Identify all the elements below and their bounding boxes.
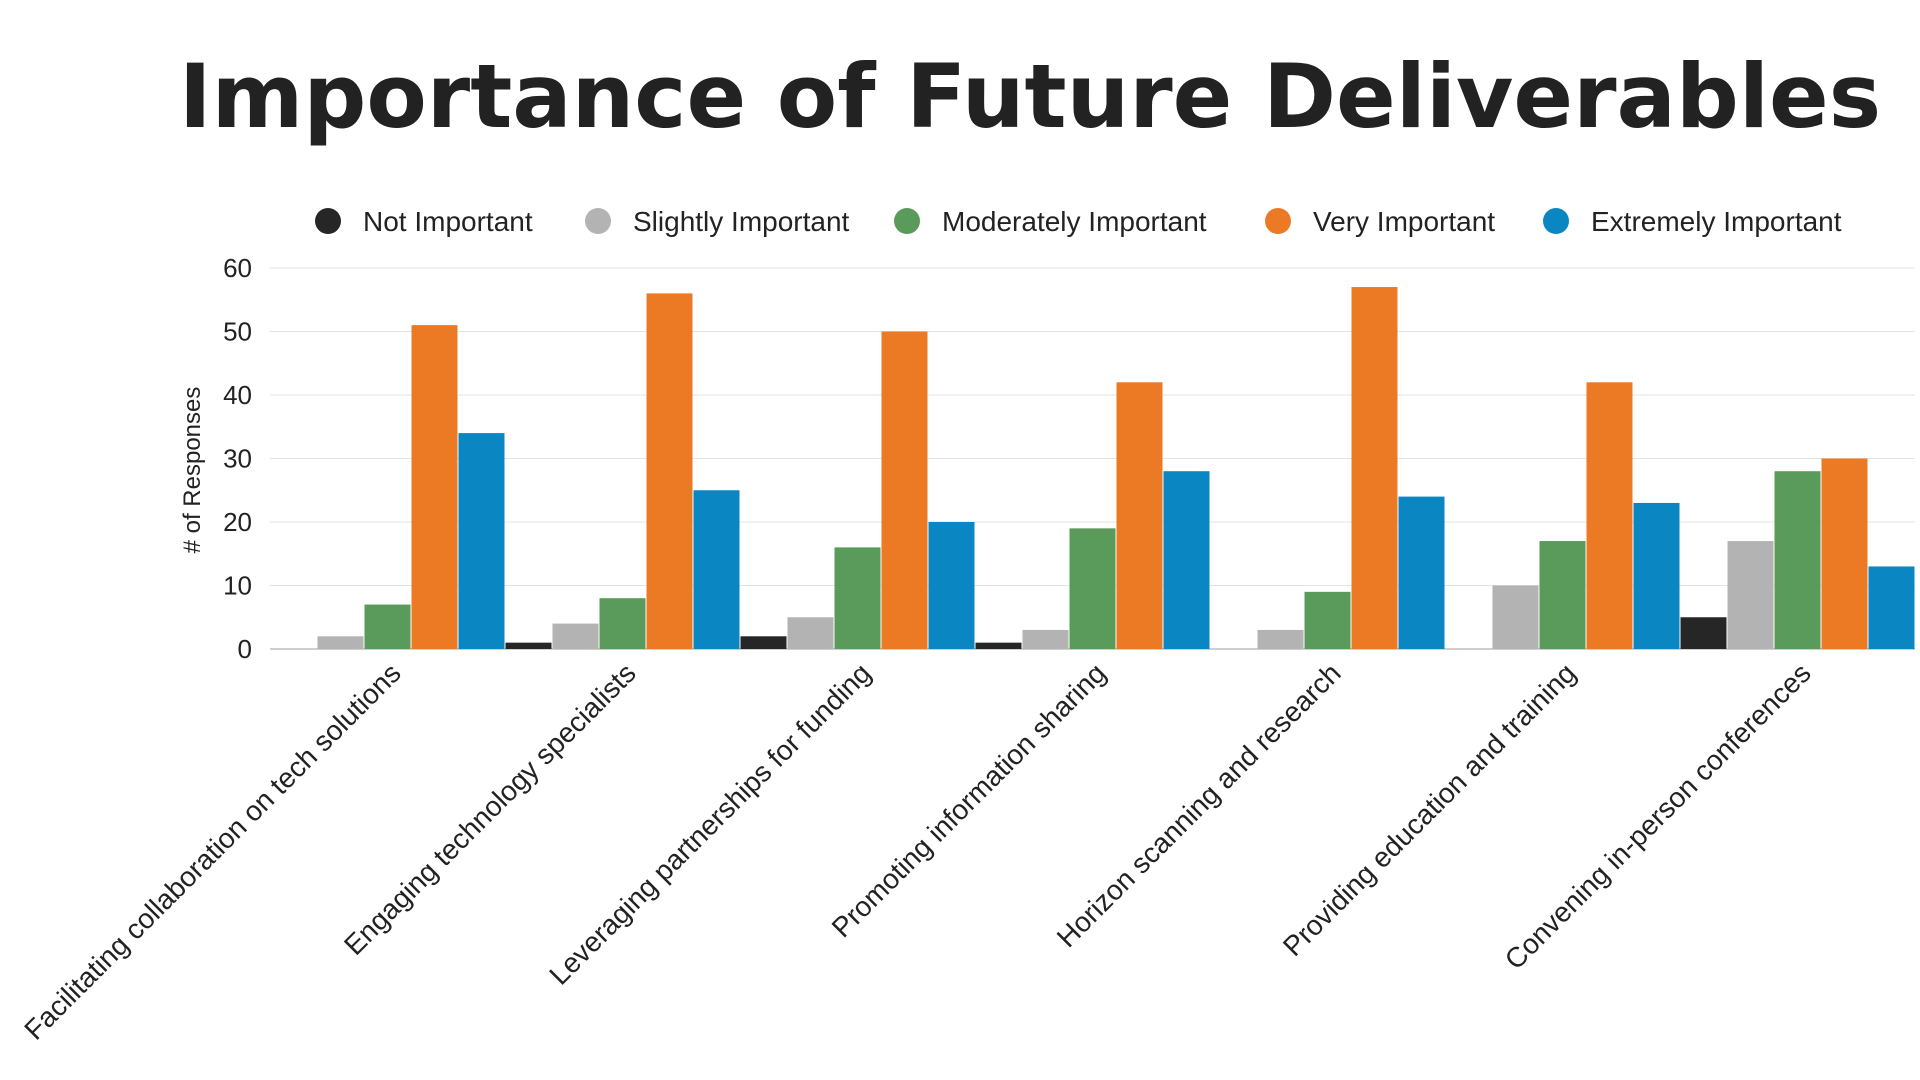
bar-layer (317, 287, 1915, 649)
y-tick-label: 30 (223, 444, 252, 474)
bar (599, 598, 646, 649)
bar (1116, 382, 1163, 649)
bar (1727, 541, 1774, 649)
legend-swatch (585, 208, 611, 234)
bar (1398, 496, 1445, 649)
y-tick-label: 10 (223, 571, 252, 601)
y-axis-label: # of Responses (179, 387, 206, 554)
bar (787, 617, 834, 649)
y-tick-label: 0 (238, 634, 252, 664)
legend-swatch (315, 208, 341, 234)
bar (1821, 458, 1868, 649)
x-axis: Facilitating collaboration on tech solut… (18, 657, 1816, 1045)
category-label: Promoting information sharing (826, 657, 1112, 943)
bar (1539, 541, 1586, 649)
bar (1069, 528, 1116, 649)
bar (1868, 566, 1915, 649)
category-label: Horizon scanning and research (1051, 657, 1347, 953)
bar (1163, 471, 1210, 649)
bar (1680, 617, 1727, 649)
category-label: Facilitating collaboration on tech solut… (18, 657, 406, 1045)
bar (740, 636, 787, 649)
bar (975, 642, 1022, 649)
legend-item: Extremely Important (1543, 206, 1842, 237)
bar (1492, 585, 1539, 649)
bar (881, 331, 928, 649)
y-tick-label: 20 (223, 507, 252, 537)
bar (411, 325, 458, 649)
bar (1351, 287, 1398, 649)
y-tick-label: 50 (223, 317, 252, 347)
bar (1586, 382, 1633, 649)
legend-swatch (894, 208, 920, 234)
bar (928, 522, 975, 649)
legend-label: Extremely Important (1591, 206, 1842, 237)
legend-item: Not Important (315, 206, 533, 237)
bar (458, 433, 505, 649)
bar (1633, 502, 1680, 649)
legend-label: Not Important (363, 206, 533, 237)
bar (505, 642, 552, 649)
legend-item: Slightly Important (585, 206, 850, 237)
bar (1257, 629, 1304, 649)
y-tick-label: 40 (223, 380, 252, 410)
legend: Not Important Slightly Important Moderatel… (315, 206, 1842, 237)
bar (317, 636, 364, 649)
bar (364, 604, 411, 649)
bar (552, 623, 599, 649)
y-axis: 0 10 20 30 40 50 60 (223, 253, 252, 664)
legend-swatch (1543, 208, 1569, 234)
legend-label: Moderately Important (942, 206, 1207, 237)
bar (646, 293, 693, 649)
legend-label: Slightly Important (633, 206, 850, 237)
bar (834, 547, 881, 649)
legend-label: Very Important (1313, 206, 1495, 237)
bar (1022, 629, 1069, 649)
legend-swatch (1265, 208, 1291, 234)
legend-item: Moderately Important (894, 206, 1207, 237)
bar (693, 490, 740, 649)
legend-item: Very Important (1265, 206, 1495, 237)
chart-title: Importance of Future Deliverables (178, 45, 1882, 148)
bar (1304, 591, 1351, 649)
y-tick-label: 60 (223, 253, 252, 283)
bar (1774, 471, 1821, 649)
